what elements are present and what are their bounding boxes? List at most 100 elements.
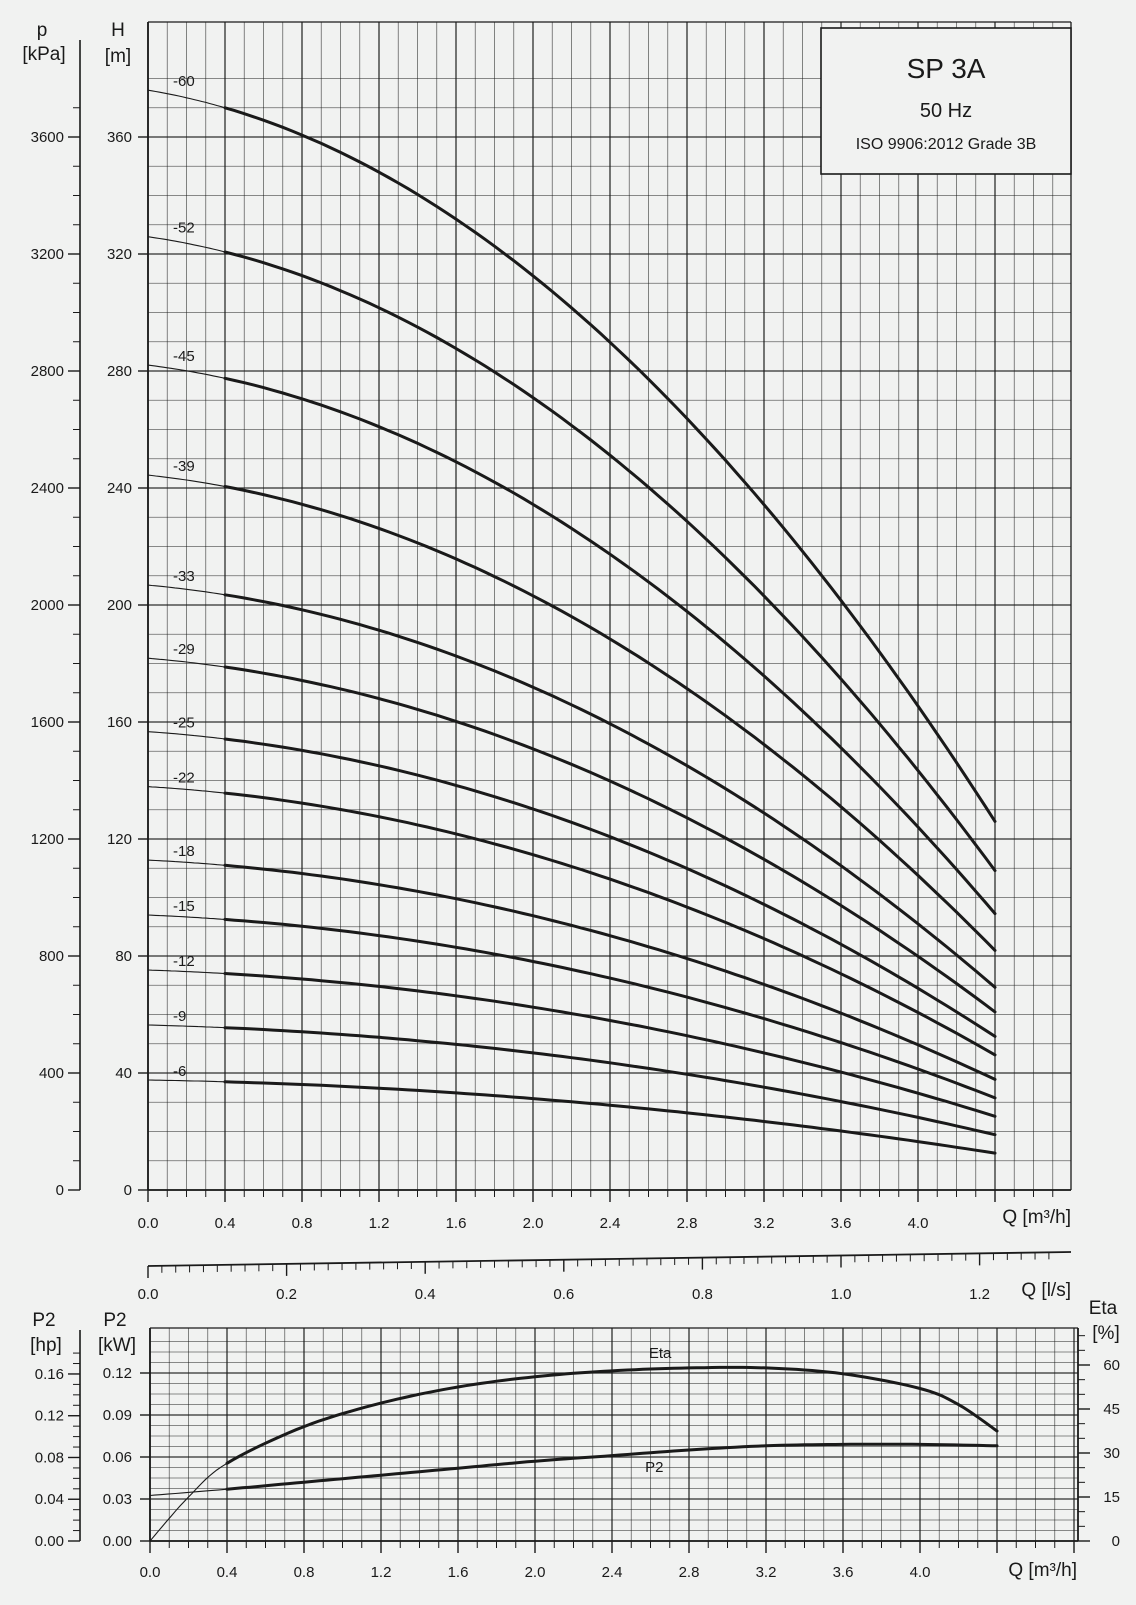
q-axis-label: Q [m³/h] <box>1002 1207 1071 1228</box>
curve-label--39: -39 <box>173 458 195 475</box>
q-tick-label: 1.6 <box>446 1215 467 1232</box>
head-curves: -6 -9 -12 -15 -18 -22 -25 -29 -33 -39 -45 -52 -60 <box>147 73 997 1155</box>
chart-frequency: 50 Hz <box>920 100 972 122</box>
head-curve--60 <box>223 106 997 823</box>
head-curve--9 <box>223 1026 997 1137</box>
power-q-tick-label: 1.2 <box>371 1564 392 1581</box>
kw-axis-unit: [kW] <box>98 1335 136 1356</box>
head-curve--22 <box>223 791 997 1057</box>
head-curve-thin--52 <box>147 236 226 253</box>
q-ls-tick-label: 0.4 <box>415 1286 436 1303</box>
q-tick-label: 0.0 <box>138 1215 159 1232</box>
power-q-tick-label: 2.8 <box>679 1564 700 1581</box>
q-ls-tick-label: 0.2 <box>276 1286 297 1303</box>
curve-label--22: -22 <box>173 770 195 787</box>
head-curve-thin--22 <box>147 786 226 794</box>
power-q-tick-label: 2.4 <box>602 1564 623 1581</box>
curve-label--15: -15 <box>173 898 195 915</box>
p-axis-label: p <box>37 20 48 41</box>
curve-label--12: -12 <box>173 953 195 970</box>
h-tick-label: 80 <box>115 948 132 965</box>
head-curve-thin--60 <box>147 89 226 109</box>
hp-tick-label: 0.00 <box>35 1533 64 1550</box>
h-axis-label: H <box>111 20 125 41</box>
eta-tick-label: 15 <box>1103 1489 1120 1506</box>
kw-tick-label: 0.00 <box>103 1533 132 1550</box>
hp-axis-label: P2 <box>32 1310 55 1331</box>
h-tick-label: 160 <box>107 714 132 731</box>
kw-axis-label: P2 <box>103 1310 126 1331</box>
head-curve-thin--25 <box>147 731 226 740</box>
flow-ls-axis: 0.0 0.2 0.4 0.6 0.8 1.0 1.2 Q [l/s] <box>138 1251 1072 1303</box>
q-ls-axis-label: Q [l/s] <box>1021 1280 1071 1301</box>
title-box: SP 3A 50 Hz ISO 9906:2012 Grade 3B <box>820 27 1072 175</box>
q-tick-label: 2.8 <box>677 1215 698 1232</box>
head-curve--39 <box>223 485 997 952</box>
q-tick-label: 0.8 <box>292 1215 313 1232</box>
head-curve-thin--39 <box>147 474 226 488</box>
power-q-tick-label: 0.4 <box>217 1564 238 1581</box>
h-tick-label: 200 <box>107 597 132 614</box>
h-tick-label: 280 <box>107 363 132 380</box>
hp-tick-label: 0.04 <box>35 1491 64 1508</box>
power-efficiency-chart: 0.000.030.060.090.120.000.040.080.120.16… <box>30 1298 1120 1581</box>
kw-tick-label: 0.03 <box>103 1491 132 1508</box>
q-tick-label: 3.2 <box>754 1215 775 1232</box>
p-tick-label: 1200 <box>31 831 64 848</box>
p-tick-label: 800 <box>39 948 64 965</box>
h-tick-label: 40 <box>115 1065 132 1082</box>
curve-label--29: -29 <box>173 641 195 658</box>
kw-tick-label: 0.12 <box>103 1365 132 1382</box>
chart-standard: ISO 9906:2012 Grade 3B <box>856 136 1037 153</box>
curve-label--9: -9 <box>173 1008 186 1025</box>
p-tick-label: 0 <box>56 1182 64 1199</box>
power-q-tick-label: 0.8 <box>294 1564 315 1581</box>
p-tick-label: 2800 <box>31 363 64 380</box>
q-ls-tick-label: 0.0 <box>138 1286 159 1303</box>
eta-curve-label: Eta <box>649 1345 672 1362</box>
head-curve--15 <box>223 917 997 1100</box>
curve-label--45: -45 <box>173 348 195 365</box>
h-tick-label: 0 <box>124 1182 132 1199</box>
q-tick-label: 4.0 <box>908 1215 929 1232</box>
hp-axis-unit: [hp] <box>30 1335 62 1356</box>
head-chart: 0408012016020024028032036004008001200160… <box>22 20 1072 1232</box>
eta-curve-thin <box>149 1462 228 1542</box>
power-q-tick-label: 0.0 <box>140 1564 161 1581</box>
head-curve-thin--33 <box>147 584 226 596</box>
q-tick-label: 0.4 <box>215 1215 236 1232</box>
p-tick-label: 400 <box>39 1065 64 1082</box>
h-tick-label: 320 <box>107 246 132 263</box>
power-q-tick-label: 4.0 <box>910 1564 931 1581</box>
hp-tick-label: 0.12 <box>35 1408 64 1425</box>
head-curve-thin--15 <box>147 914 226 920</box>
q-ls-tick-label: 1.2 <box>969 1286 990 1303</box>
kw-tick-label: 0.09 <box>103 1407 132 1424</box>
eta-tick-label: 0 <box>1112 1533 1120 1550</box>
power-q-tick-label: 1.6 <box>448 1564 469 1581</box>
q-ls-axis-line <box>147 1251 1072 1267</box>
curve-label--33: -33 <box>173 568 195 585</box>
head-curve--6 <box>223 1080 997 1155</box>
q-ls-tick-label: 1.0 <box>831 1286 852 1303</box>
q-tick-label: 2.4 <box>600 1215 621 1232</box>
q-tick-label: 3.6 <box>831 1215 852 1232</box>
p2-curve-label: P2 <box>645 1459 663 1476</box>
curve-label--52: -52 <box>173 220 195 237</box>
p-tick-label: 3600 <box>31 129 64 146</box>
q-tick-label: 1.2 <box>369 1215 390 1232</box>
curve-label--6: -6 <box>173 1063 186 1080</box>
hp-tick-label: 0.08 <box>35 1449 64 1466</box>
p2-curve <box>225 1442 999 1491</box>
head-curve--18 <box>223 863 997 1081</box>
head-curve--33 <box>223 593 997 989</box>
curve-label--18: -18 <box>173 843 195 860</box>
eta-axis-unit: [%] <box>1092 1323 1119 1344</box>
h-tick-label: 240 <box>107 480 132 497</box>
head-curve-thin--29 <box>147 657 226 668</box>
head-curve-thin--6 <box>147 1079 226 1083</box>
q-ls-tick-label: 0.6 <box>553 1286 574 1303</box>
h-axis-unit: [m] <box>105 46 131 67</box>
